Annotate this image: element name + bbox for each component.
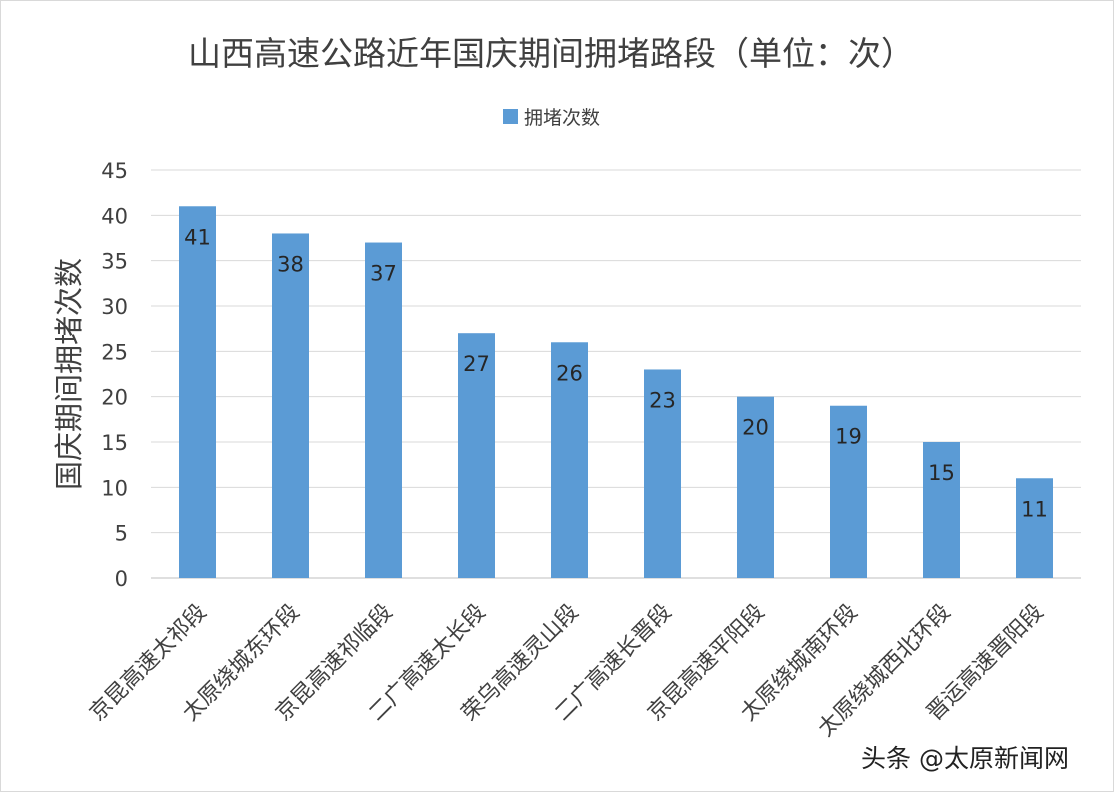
y-tick-label: 20 <box>101 386 128 410</box>
y-tick-label: 5 <box>115 522 128 546</box>
data-label: 20 <box>742 416 769 440</box>
bar <box>179 206 216 578</box>
data-label: 37 <box>370 262 397 286</box>
bar <box>830 405 867 578</box>
bar <box>551 342 588 578</box>
legend-label: 拥堵次数 <box>524 107 601 129</box>
data-label: 38 <box>277 252 304 276</box>
y-tick-label: 40 <box>101 204 128 228</box>
chart-legend: 拥堵次数 <box>503 103 600 130</box>
y-tick-label: 30 <box>101 295 128 319</box>
data-label: 26 <box>556 361 583 385</box>
watermark: 头条 @太原新闻网 <box>861 744 1069 773</box>
y-tick-label: 15 <box>101 431 128 455</box>
data-label: 23 <box>649 388 676 412</box>
legend-swatch <box>503 109 518 124</box>
y-tick-label: 0 <box>115 567 128 591</box>
y-axis-title: 国庆期间拥堵次数 <box>52 258 86 490</box>
chart-title: 山西高速公路近年国庆期间拥堵路段（单位：次） <box>188 34 914 73</box>
data-label: 19 <box>835 425 862 449</box>
y-tick-label: 25 <box>101 340 128 364</box>
bar <box>365 242 402 579</box>
data-label: 41 <box>184 225 211 249</box>
bar <box>1016 478 1053 578</box>
bar <box>458 333 495 578</box>
y-tick-label: 35 <box>101 250 128 274</box>
data-label: 15 <box>928 461 955 485</box>
bar <box>644 369 681 578</box>
bar <box>923 442 960 578</box>
data-label: 11 <box>1021 497 1048 521</box>
data-label: 27 <box>463 352 490 376</box>
bar <box>272 233 309 578</box>
bar <box>737 396 774 578</box>
y-tick-label: 45 <box>101 159 128 183</box>
y-tick-label: 10 <box>101 476 128 500</box>
